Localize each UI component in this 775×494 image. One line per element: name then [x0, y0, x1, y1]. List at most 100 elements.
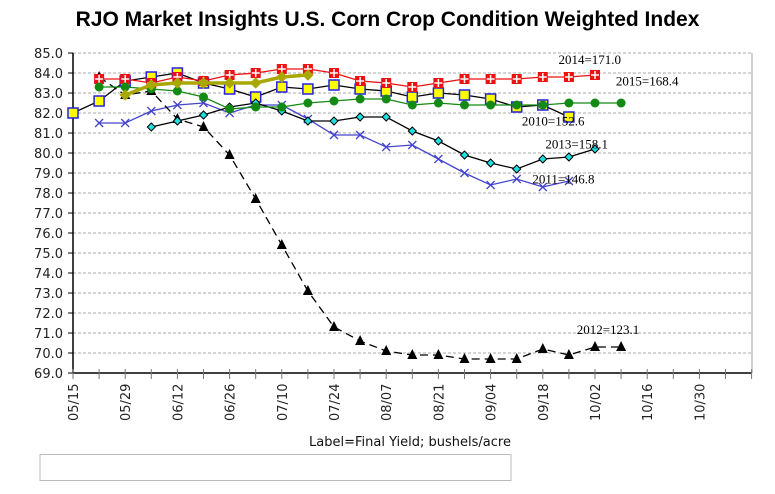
data-point [538, 182, 548, 192]
x-tick-label: 10/16 [641, 384, 656, 421]
y-tick-label: 69.0 [34, 367, 63, 382]
data-point [433, 136, 444, 146]
x-axis: 05/15 05/29 06/12 06/26 07/10 07/24 08/07 08/21… [67, 369, 753, 421]
data-point [407, 126, 418, 136]
marker-stroke [538, 182, 548, 192]
data-point [563, 111, 575, 123]
data-point [381, 78, 392, 88]
data-point [381, 94, 391, 104]
data-point [538, 100, 548, 110]
data-point [276, 81, 288, 93]
annotations: 2014=171.0 2015=168.4 2010=152.6 2013=158.1… [522, 52, 679, 337]
x-tick-label: 05/29 [119, 384, 134, 421]
data-point [250, 68, 261, 78]
data-point [381, 345, 392, 355]
data-point [433, 349, 444, 359]
data-point [512, 100, 522, 110]
data-point [276, 71, 288, 83]
data-point [223, 77, 236, 89]
data-point [381, 142, 391, 152]
x-tick-label: 08/21 [432, 384, 447, 421]
x-tick-label: 09/04 [485, 384, 500, 421]
data-point [433, 78, 444, 88]
y-tick-label: 77.0 [34, 207, 63, 222]
data-point [538, 154, 548, 164]
data-point [407, 349, 418, 359]
marker-stroke [486, 180, 496, 190]
data-point [485, 74, 496, 84]
annotation-label: 2015=168.4 [616, 73, 679, 88]
series-2016 [119, 69, 314, 101]
y-tick-label: 71.0 [34, 327, 63, 342]
data-point [485, 158, 496, 168]
data-point [433, 154, 443, 164]
data-point [172, 86, 182, 96]
x-tick-label: 06/12 [171, 384, 186, 421]
marker-stroke [564, 176, 574, 186]
x-tick-label: 08/07 [380, 384, 395, 421]
data-point [590, 144, 600, 154]
data-point [94, 74, 105, 84]
data-point [459, 353, 470, 363]
data-point [302, 285, 313, 295]
data-point [199, 92, 208, 102]
data-point [564, 98, 574, 108]
data-point [486, 100, 496, 110]
data-point [511, 164, 522, 174]
data-point [407, 100, 417, 110]
y-tick-label: 74.0 [34, 267, 63, 282]
data-point [250, 193, 261, 203]
y-tick-label: 82.0 [34, 107, 63, 122]
data-point [564, 176, 574, 186]
data-point [458, 89, 471, 101]
x-tick-label: 10/02 [589, 384, 604, 421]
marker-stroke [172, 100, 182, 110]
marker-stroke [433, 154, 443, 164]
data-point [198, 121, 209, 131]
data-point [198, 110, 209, 120]
gridlines [73, 52, 753, 373]
data-point [329, 116, 339, 126]
y-tick-label: 79.0 [34, 167, 63, 182]
series-2012 [94, 71, 627, 363]
data-point [120, 74, 131, 84]
data-point [119, 89, 131, 101]
data-point [537, 72, 548, 82]
y-tick-label: 72.0 [34, 307, 63, 322]
data-point [328, 79, 340, 91]
chart-title: RJO Market Insights U.S. Corn Crop Condi… [75, 8, 700, 31]
legend [39, 454, 512, 481]
data-point [485, 353, 496, 363]
x-tick-label: 09/18 [537, 384, 552, 421]
series-2014 [94, 64, 600, 92]
annotation-label: 2010=152.6 [522, 113, 585, 128]
data-point [616, 341, 627, 351]
data-point [537, 343, 548, 353]
y-tick-label: 73.0 [34, 287, 63, 302]
data-point [302, 83, 314, 95]
data-point [355, 112, 365, 122]
y-tick-label: 81.0 [34, 127, 63, 142]
data-point [459, 74, 470, 84]
y-tick-label: 76.0 [34, 227, 63, 242]
data-point [249, 77, 262, 89]
data-point [303, 116, 313, 126]
data-point [459, 150, 470, 160]
data-point [94, 82, 104, 92]
data-point [172, 116, 183, 126]
data-point [251, 102, 261, 112]
data-point [120, 82, 130, 92]
data-point [303, 98, 313, 108]
marker-stroke [146, 106, 156, 116]
marker-stroke [329, 130, 339, 140]
data-point [94, 118, 104, 128]
series-group [67, 64, 627, 363]
y-tick-label: 75.0 [34, 247, 63, 262]
data-point [355, 76, 366, 86]
annotation-label: 2011=146.8 [532, 171, 594, 186]
marker-stroke [94, 118, 104, 128]
data-point [616, 98, 626, 108]
data-point [329, 130, 339, 140]
data-point [511, 74, 522, 84]
